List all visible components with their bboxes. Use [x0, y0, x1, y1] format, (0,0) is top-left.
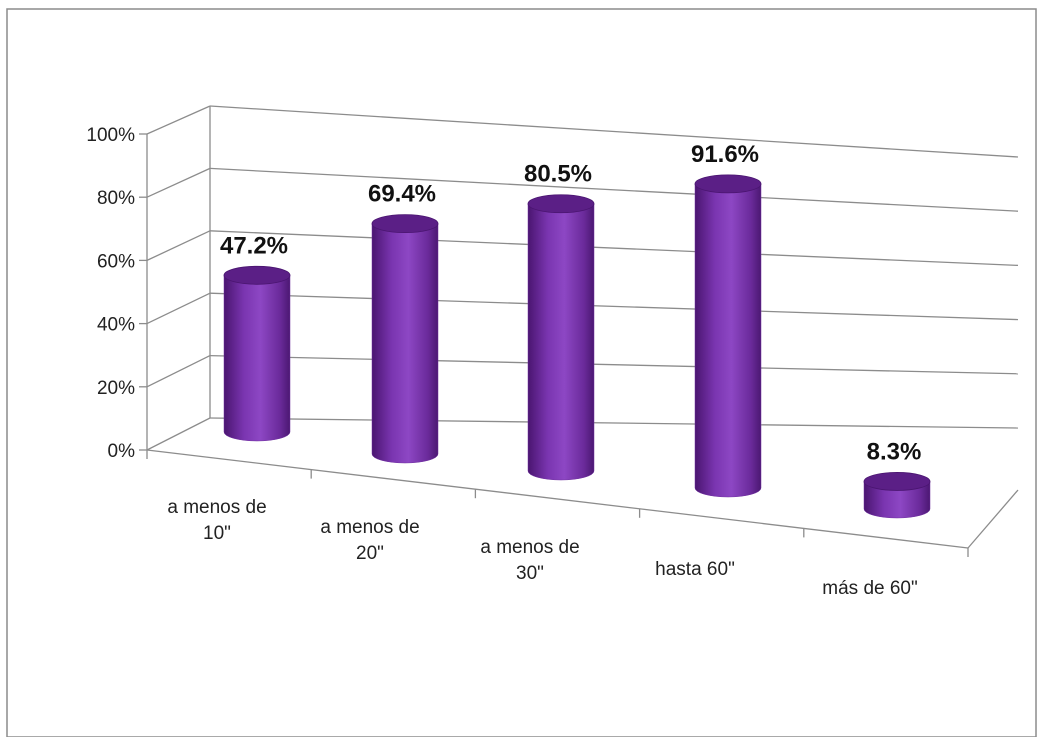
y-tick-label: 60% [97, 251, 135, 272]
bar-top [863, 472, 931, 491]
grid-layer [146, 105, 1019, 451]
bar-body [694, 183, 762, 498]
bar-body [527, 203, 595, 481]
bar [863, 472, 931, 519]
x-axis [146, 449, 969, 549]
data-label: 80.5% [524, 161, 592, 188]
data-label: 91.6% [691, 141, 759, 168]
bar [223, 265, 291, 442]
bar-body [223, 275, 291, 442]
data-label: 69.4% [368, 181, 436, 208]
bar-body [863, 481, 931, 519]
floor-right-edge [967, 489, 1019, 549]
y-tick-label: 80% [97, 188, 135, 209]
x-tick-label: a menos de 20" [320, 517, 419, 564]
gridline [146, 230, 1019, 267]
bar [371, 214, 439, 464]
y-tick-label: 100% [86, 125, 135, 146]
gridline [146, 354, 1019, 388]
bar-layer [223, 174, 931, 519]
y-tick-label: 0% [108, 441, 136, 462]
gridline [146, 292, 1019, 325]
x-tick-label: hasta 60" [655, 559, 735, 580]
data-label: 47.2% [220, 232, 288, 259]
bar-top [371, 214, 439, 233]
bar-top [527, 194, 595, 214]
x-tick-label: a menos de 30" [480, 537, 579, 584]
x-tick-label: más de 60" [822, 578, 917, 599]
bar-top [694, 174, 762, 194]
gridline [146, 105, 1019, 158]
y-tick-label: 40% [97, 315, 135, 336]
data-label: 8.3% [867, 438, 922, 465]
axis-layer: 0% 20% 40% 60% 80% 100% [86, 106, 1019, 557]
bar [694, 174, 762, 498]
bar-top [223, 265, 291, 285]
chart-frame [6, 8, 1037, 737]
bar-body [371, 223, 439, 464]
x-tick-label: a menos de 10" [167, 497, 266, 544]
gridline [146, 417, 1019, 451]
y-tick-label: 20% [97, 378, 135, 399]
label-layer: 47.2% 69.4% 80.5% 91.6% 8.3% a menos de 10" a m… [167, 141, 921, 599]
gridline [146, 167, 1019, 212]
bar [527, 194, 595, 481]
